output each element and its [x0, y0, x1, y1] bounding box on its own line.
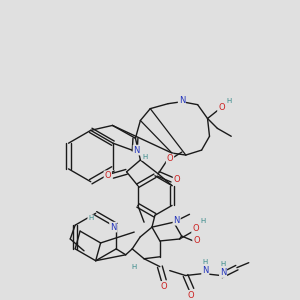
Text: O: O [167, 154, 173, 164]
Text: H: H [88, 215, 93, 221]
Text: N: N [173, 216, 180, 225]
Text: O: O [192, 224, 199, 232]
Text: H: H [220, 261, 226, 267]
Text: O: O [174, 175, 180, 184]
Text: O: O [218, 103, 225, 112]
Text: O: O [193, 236, 200, 245]
Text: H: H [142, 154, 147, 160]
Text: O: O [187, 291, 194, 300]
Text: O: O [104, 171, 111, 180]
Text: H: H [203, 259, 208, 265]
Text: N: N [179, 96, 185, 105]
Text: H: H [132, 264, 137, 270]
Text: N: N [202, 266, 208, 275]
Text: N: N [220, 268, 226, 277]
Text: N: N [110, 223, 116, 232]
Text: H: H [201, 218, 206, 224]
Text: H: H [226, 98, 232, 104]
Text: N: N [134, 146, 140, 154]
Text: O: O [160, 282, 167, 291]
